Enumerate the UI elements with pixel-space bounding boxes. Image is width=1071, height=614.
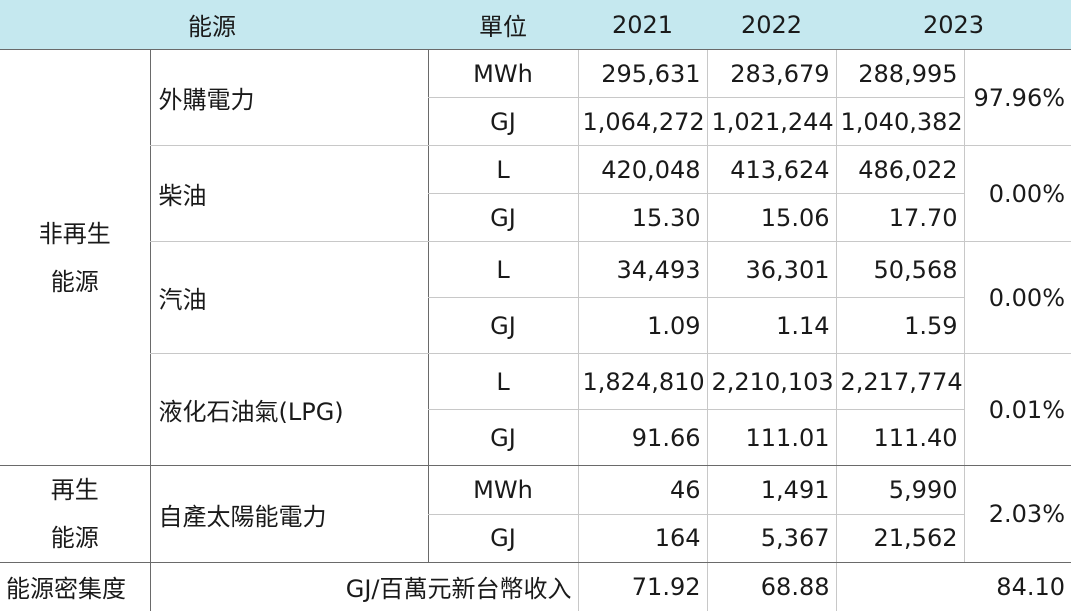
table-row: 柴油 L 420,048 413,624 486,022 0.00% <box>0 145 1071 242</box>
value-cell: 1,824,810 <box>577 353 707 410</box>
source-name: 柴油 <box>149 145 428 242</box>
source-name: 汽油 <box>149 241 428 354</box>
unit-cell: GJ <box>427 193 578 242</box>
share-cell: 2.03% <box>963 465 1071 563</box>
category-renewable-line1: 再生 <box>50 476 99 504</box>
unit-cell: GJ <box>427 514 578 563</box>
table-row: GJ 1.09 1.14 1.59 <box>0 297 1071 354</box>
value-cell: 1,491 <box>706 465 836 515</box>
value-cell: 2,210,103 <box>706 353 836 410</box>
intensity-row: 能源密集度 GJ/百萬元新台幣收入 71.92 68.88 84.10 <box>0 562 1071 611</box>
value-cell: 15.06 <box>706 193 836 242</box>
category-nonrenewable-line1: 非再生 <box>38 219 111 248</box>
unit-cell: L <box>427 353 578 410</box>
value-cell: 1,040,382 <box>835 97 964 146</box>
intensity-unit: GJ/百萬元新台幣收入 <box>149 562 578 611</box>
value-cell: 91.66 <box>577 409 707 466</box>
share-cell: 0.00% <box>963 145 1071 242</box>
source-name: 外購電力 <box>149 49 428 146</box>
table-row: GJ 164 5,367 21,562 <box>0 514 1071 563</box>
header-year-2022: 2022 <box>707 0 836 50</box>
value-cell: 111.01 <box>706 409 836 466</box>
share-cell: 97.96% <box>963 49 1071 146</box>
share-cell: 0.00% <box>963 241 1071 354</box>
value-cell: 111.40 <box>835 409 964 466</box>
value-cell: 46 <box>577 465 707 515</box>
value-cell: 5,367 <box>706 514 836 563</box>
header-row: 能源 單位 2021 2022 2023 <box>0 0 1071 50</box>
unit-cell: GJ <box>427 297 578 354</box>
header-year-2023: 2023 <box>836 0 1071 50</box>
category-nonrenewable: 非再生 能源 <box>0 49 150 466</box>
value-cell: 1,064,272 <box>577 97 707 146</box>
value-cell: 295,631 <box>577 49 707 98</box>
value-cell: 413,624 <box>706 145 836 194</box>
intensity-value-2021: 71.92 <box>577 562 707 611</box>
category-nonrenewable-line2: 能源 <box>50 267 99 296</box>
table-row: 再生 能源 自產太陽能電力 MWh 46 1,491 5,990 2.03% <box>0 465 1071 563</box>
intensity-value-2022: 68.88 <box>706 562 836 611</box>
value-cell: 50,568 <box>835 241 964 298</box>
header-energy: 能源 <box>150 0 428 50</box>
unit-cell: GJ <box>427 97 578 146</box>
source-name: 液化石油氣(LPG) <box>149 353 428 466</box>
unit-cell: MWh <box>427 465 578 515</box>
value-cell: 2,217,774 <box>835 353 964 410</box>
value-cell: 5,990 <box>835 465 964 515</box>
unit-cell: L <box>427 145 578 194</box>
value-cell: 420,048 <box>577 145 707 194</box>
header-year-2021: 2021 <box>578 0 707 50</box>
unit-cell: GJ <box>427 409 578 466</box>
source-name: 自產太陽能電力 <box>149 465 428 563</box>
share-cell: 0.01% <box>963 353 1071 466</box>
table-row: 非再生 能源 外購電力 MWh 295,631 283,679 288,995 … <box>0 49 1071 466</box>
value-cell: 34,493 <box>577 241 707 298</box>
unit-cell: L <box>427 241 578 298</box>
value-cell: 21,562 <box>835 514 964 563</box>
value-cell: 1.09 <box>577 297 707 354</box>
value-cell: 1,021,244 <box>706 97 836 146</box>
value-cell: 1.59 <box>835 297 964 354</box>
category-renewable: 再生 能源 <box>0 465 150 563</box>
value-cell: 17.70 <box>835 193 964 242</box>
value-cell: 288,995 <box>835 49 964 98</box>
header-unit: 單位 <box>428 0 578 50</box>
table-row: GJ 91.66 111.01 111.40 <box>0 409 1071 466</box>
intensity-label: 能源密集度 <box>6 575 126 604</box>
category-renewable-line2: 能源 <box>50 524 99 552</box>
table-row: GJ 1,064,272 1,021,244 1,040,382 <box>0 97 1071 146</box>
value-cell: 15.30 <box>577 193 707 242</box>
value-cell: 486,022 <box>835 145 964 194</box>
table-row: 汽油 L 34,493 36,301 50,568 0.00% <box>0 241 1071 354</box>
unit-cell: MWh <box>427 49 578 98</box>
table-row: GJ 15.30 15.06 17.70 <box>0 193 1071 242</box>
value-cell: 164 <box>577 514 707 563</box>
table-row: 液化石油氣(LPG) L 1,824,810 2,210,103 2,217,7… <box>0 353 1071 466</box>
value-cell: 36,301 <box>706 241 836 298</box>
value-cell: 1.14 <box>706 297 836 354</box>
intensity-value-2023: 84.10 <box>835 562 1071 611</box>
value-cell: 283,679 <box>706 49 836 98</box>
